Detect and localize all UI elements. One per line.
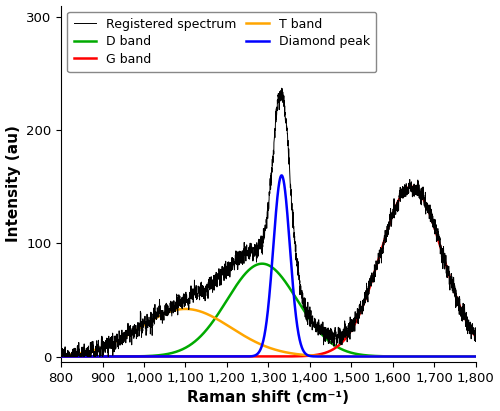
Diamond peak [58,354,64,359]
D band [420,354,426,359]
D band [58,354,64,359]
Diamond peak [464,354,470,359]
T band [464,354,470,359]
G band [420,196,426,201]
Registered spectrum [58,349,64,353]
D band [217,309,223,314]
G band [130,354,136,359]
Registered spectrum [58,354,64,359]
G band [235,354,241,359]
Diamond peak [217,354,223,359]
Y-axis label: Intensity (au): Intensity (au) [6,125,20,242]
T band [58,353,64,358]
T band [217,319,223,323]
Registered spectrum [278,86,284,91]
T band [420,354,426,359]
Line: Diamond peak: Diamond peak [61,175,476,356]
G band [408,184,414,189]
D band [464,354,470,359]
Registered spectrum [420,185,426,189]
T band [130,330,136,335]
D band [235,281,241,286]
D band [259,261,265,266]
D band [472,354,478,359]
Diamond peak [106,354,112,359]
T band [472,354,478,359]
Registered spectrum [235,249,241,254]
Registered spectrum [106,338,112,343]
G band [464,321,470,326]
Diamond peak [420,354,426,359]
Line: Registered spectrum: Registered spectrum [61,88,476,356]
Line: T band: T band [61,309,476,356]
Registered spectrum [130,324,136,329]
G band [58,354,64,359]
G band [217,354,223,359]
T band [182,307,188,312]
Diamond peak [130,354,136,359]
G band [106,354,112,359]
Registered spectrum [217,280,223,285]
G band [472,334,478,339]
T band [106,343,112,348]
Diamond peak [278,173,284,178]
Line: G band: G band [61,187,476,356]
D band [130,354,136,359]
Line: D band: D band [61,264,476,356]
Registered spectrum [464,331,470,336]
T band [235,330,241,335]
Registered spectrum [472,326,478,330]
Legend: Registered spectrum, D band, G band, T band, Diamond peak: Registered spectrum, D band, G band, T b… [68,12,376,72]
Diamond peak [472,354,478,359]
X-axis label: Raman shift (cm⁻¹): Raman shift (cm⁻¹) [188,390,350,405]
D band [106,354,112,359]
Diamond peak [235,354,241,359]
